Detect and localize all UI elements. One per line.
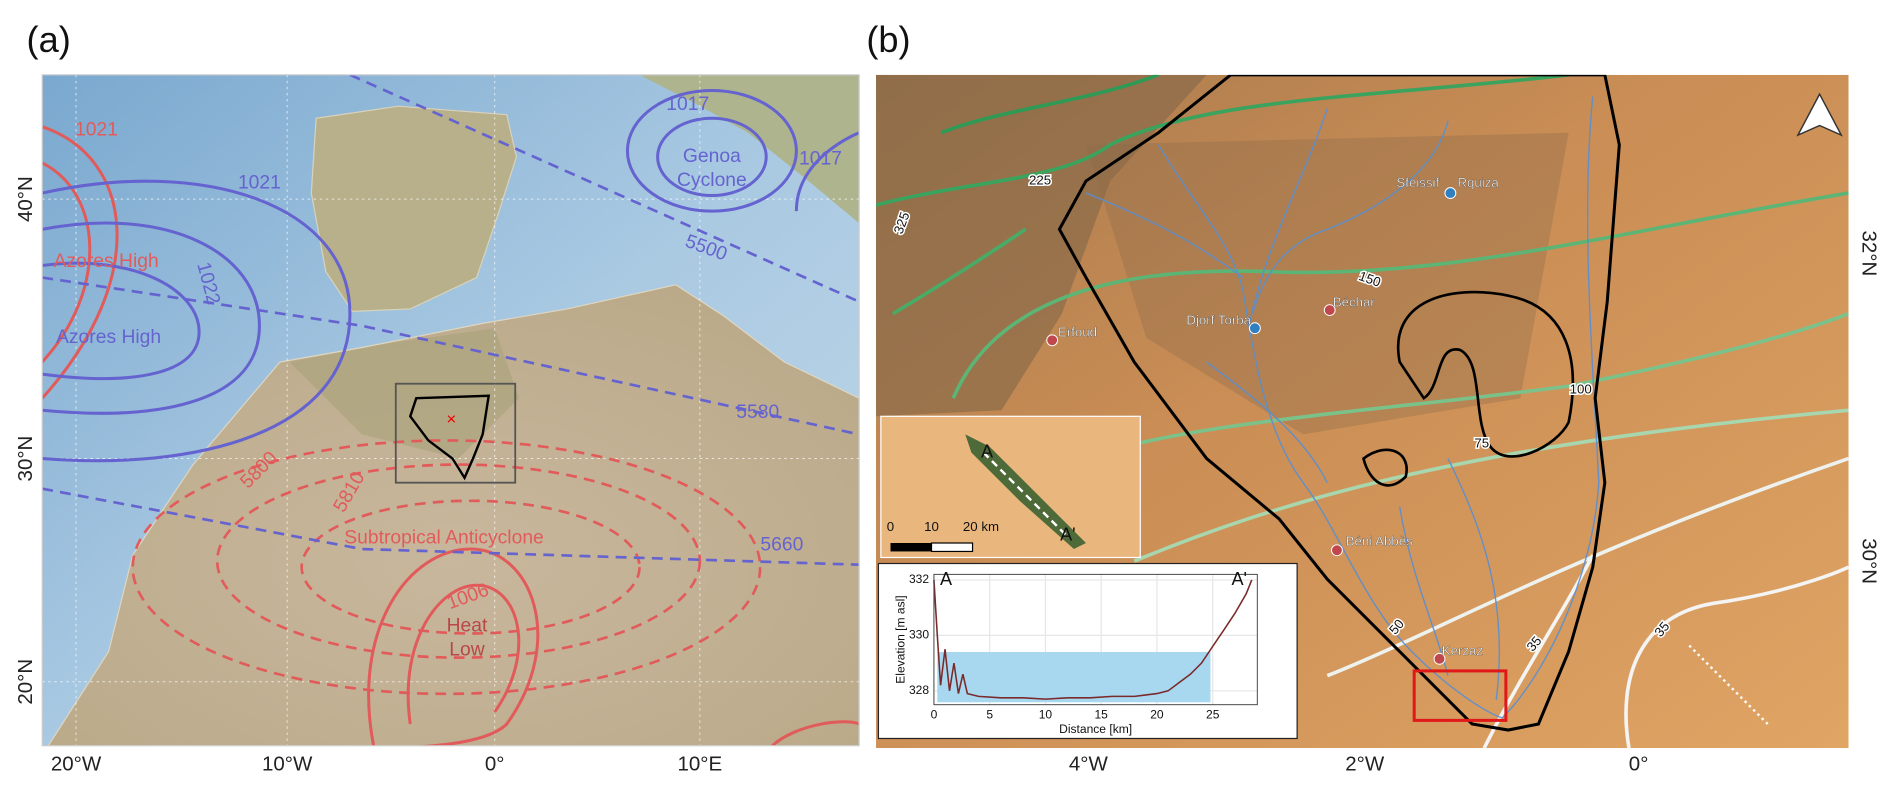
pressure-system: Heat Low — [447, 615, 488, 660]
scale-label: 10 — [924, 519, 939, 534]
y-axis-label: Elevation [m asl] — [894, 595, 908, 683]
lon-tick-label: 10°E — [678, 752, 723, 775]
profile-box — [877, 562, 1298, 740]
map-b — [876, 74, 1849, 749]
marker: × — [446, 409, 456, 428]
pressure-system: Azores High — [54, 251, 159, 272]
basin-outline — [1057, 74, 1621, 732]
water — [937, 652, 1211, 703]
isohyet-label: 100 — [1570, 381, 1592, 396]
pressure-system: Azores High — [56, 327, 161, 348]
lat-tick-label: 20°N — [14, 659, 37, 705]
section-line — [1688, 644, 1769, 725]
red-contours — [42, 125, 860, 746]
place-label: Sfeissif — [1396, 175, 1439, 190]
place-label: Rquiza — [1457, 175, 1499, 190]
place-marker — [1046, 334, 1059, 347]
lon-tick-label: 4°W — [1069, 752, 1109, 775]
section-label: A' — [1060, 525, 1076, 545]
contour-label: 5660 — [760, 535, 803, 556]
blue-dashed-contours — [42, 74, 860, 567]
x-axis-label: Distance [km] — [1059, 722, 1132, 736]
contour-label: 5580 — [736, 402, 779, 423]
lat-tick-label: 30°N — [14, 436, 37, 482]
contour-label: 1021 — [238, 173, 281, 194]
italy — [639, 74, 860, 224]
x-tick-label: 5 — [986, 708, 993, 722]
profile-label: A' — [1231, 569, 1247, 589]
x-tick-label: 0 — [931, 708, 938, 722]
blue-contours — [42, 89, 860, 463]
place-label: Béchar — [1333, 294, 1376, 309]
africa — [47, 284, 860, 746]
isohyet-label: 75 — [1474, 436, 1489, 451]
lon-tick-label: 2°W — [1345, 752, 1385, 775]
place-label: Béni Abbès — [1346, 533, 1413, 548]
contour-label: 1017 — [799, 148, 842, 169]
frame-a — [41, 74, 860, 747]
y-tick-label: 332 — [909, 572, 929, 586]
scale-label: 0 — [887, 519, 894, 534]
section-label: A — [981, 441, 994, 461]
scale-label: 20 km — [963, 519, 999, 534]
lat-tick-label: 30°N — [1857, 538, 1880, 584]
lat-tick-label: 32°N — [1857, 231, 1880, 277]
profile-line — [933, 579, 1253, 700]
place-label: Kerzaz — [1442, 643, 1483, 658]
hamada — [1085, 132, 1569, 435]
contour-label: 1021 — [75, 119, 118, 140]
high-atlas — [876, 74, 1207, 417]
place-label: Erfoud — [1058, 325, 1097, 340]
lat-tick-label: 40°N — [14, 176, 37, 222]
lon-tick-label: 0° — [1629, 752, 1649, 775]
section-a — [982, 451, 1069, 538]
map-a: × — [42, 74, 860, 746]
red-dashed-contours — [131, 439, 762, 696]
iberia — [310, 105, 518, 312]
place-marker — [1433, 652, 1446, 665]
y-tick-label: 328 — [909, 683, 929, 697]
plot-frame — [933, 573, 1258, 706]
lon-tick-label: 10°W — [262, 752, 313, 775]
x-tick-label: 15 — [1094, 708, 1108, 722]
pressure-system: Subtropical Anticyclone — [344, 527, 544, 548]
isohyet-label: 225 — [1029, 173, 1051, 188]
north-arrow — [1796, 92, 1843, 137]
x-tick-label: 20 — [1150, 708, 1164, 722]
place-marker — [1323, 304, 1336, 317]
basin-outline — [408, 394, 491, 481]
lon-tick-label: 20°W — [51, 752, 102, 775]
lake-box — [1412, 669, 1508, 722]
lon-tick-label: 0° — [485, 752, 505, 775]
inner-boundary — [1361, 290, 1575, 487]
place-marker — [1444, 187, 1457, 199]
place-marker — [1331, 544, 1343, 557]
y-tick-label: 330 — [909, 628, 929, 642]
study-area-box — [394, 382, 517, 484]
panel-label: (b) — [866, 19, 910, 60]
x-tick-label: 10 — [1039, 708, 1053, 722]
contour-label: 1017 — [666, 94, 709, 115]
place-label: Djorf Torba — [1186, 312, 1251, 327]
pressure-system: Genoa Cyclone — [677, 146, 747, 191]
x-tick-label: 25 — [1206, 708, 1220, 722]
atlas — [289, 328, 519, 459]
scale-bar-white — [930, 542, 974, 553]
profile-label: A — [940, 569, 953, 589]
place-marker — [1248, 322, 1261, 335]
panel-label: (a) — [27, 19, 71, 60]
scale-bar-black — [890, 543, 932, 552]
